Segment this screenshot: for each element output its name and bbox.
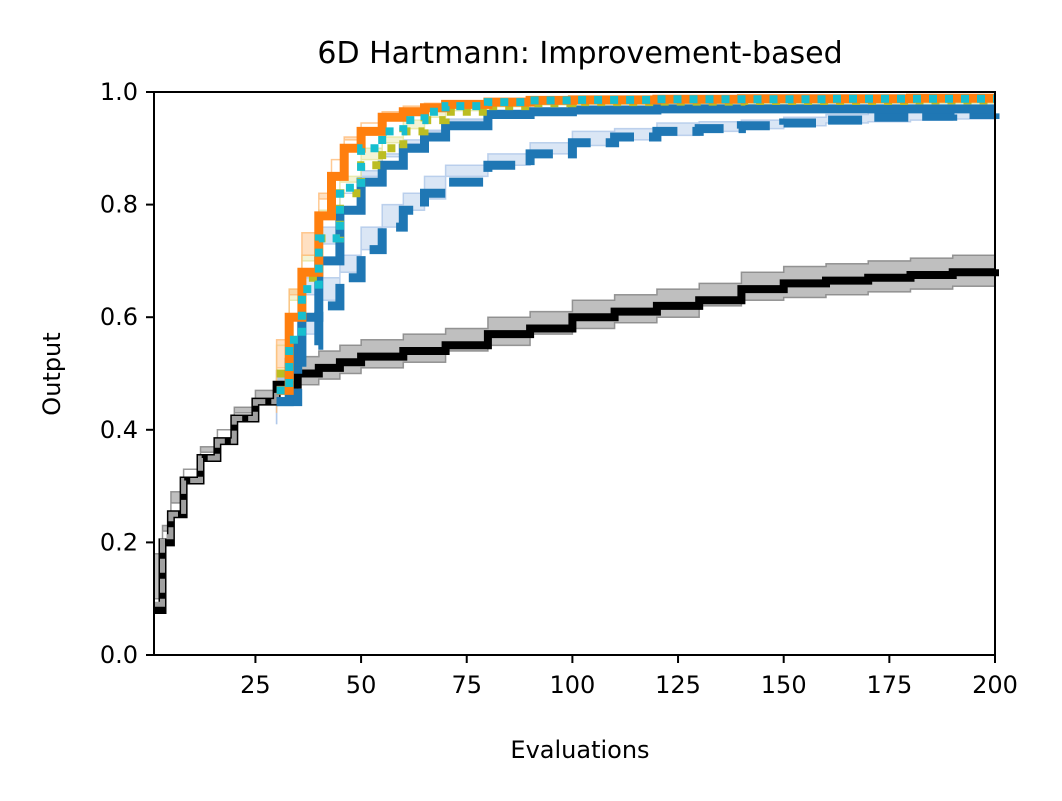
series-line-cyan-dotted [276,94,995,395]
x-tick-label: 200 [972,671,1018,699]
x-axis-label: Evaluations [510,736,649,764]
series-line-ei-solid [276,104,995,407]
series-line-sobol [154,390,280,607]
x-tick-label: 25 [240,671,271,699]
y-tick-label: 0.6 [100,303,138,331]
y-axis-label: Output [38,332,66,415]
x-ticks: 25 50 75 100 125 150 175 200 [240,655,1018,699]
series-line-random [154,268,999,614]
chart-title: 6D Hartmann: Improvement-based [317,36,842,71]
x-tick-label: 100 [549,671,595,699]
y-tick-label: 1.0 [100,78,138,106]
confidence-bands [153,95,996,622]
x-tick-label: 125 [655,671,701,699]
band-random [153,252,996,622]
y-tick-label: 0.2 [100,528,138,556]
x-tick-label: 150 [761,671,807,699]
series-lines [154,93,1000,614]
x-tick-label: 50 [346,671,377,699]
y-tick-label: 0.8 [100,191,138,219]
series-line-ei-dashed [276,110,1000,407]
y-ticks: 0.0 0.2 0.4 0.6 0.8 1.0 [100,78,154,669]
x-tick-label: 75 [451,671,482,699]
x-tick-label: 175 [866,671,912,699]
plot-frame [153,91,996,656]
y-tick-label: 0.0 [100,641,138,669]
y-tick-label: 0.4 [100,416,138,444]
